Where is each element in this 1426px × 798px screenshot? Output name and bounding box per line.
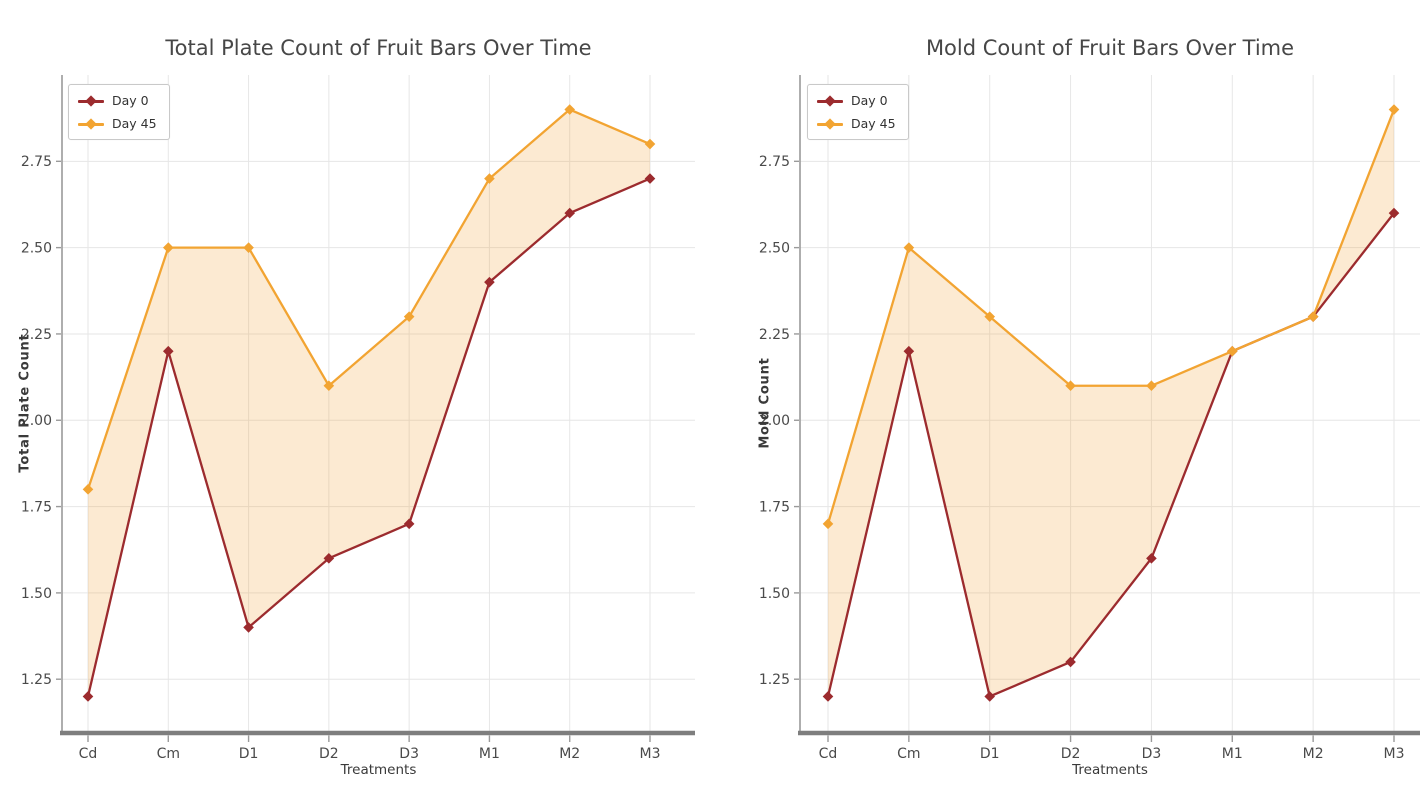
legend-item-day-0: Day 0 (817, 93, 896, 108)
fill-between-band (88, 109, 650, 697)
data-point-day-45-Cd (822, 518, 834, 530)
data-point-day-45-M1 (484, 173, 495, 184)
data-point-day-45-M1 (1226, 345, 1238, 357)
x-tick-label-D3: D3 (399, 746, 419, 762)
x-axis-label: Treatments (1072, 762, 1148, 778)
data-point-day-45-D1 (243, 242, 254, 253)
y-tick-label: 2.75 (21, 154, 52, 170)
y-tick-label: 1.25 (759, 672, 790, 688)
y-tick-label: 2.25 (759, 327, 790, 343)
legend-item-day-0: Day 0 (78, 93, 157, 108)
y-tick-label: 1.25 (21, 672, 52, 688)
x-axis-label: Treatments (340, 762, 417, 778)
chart-total-plate-count: 1.25 1.50 1.75 2.00 2.25 2.50 2.75 Cd Cm D1 D2 D3 M1… (17, 36, 695, 778)
legend: Day 0 Day 45 (68, 84, 170, 140)
data-point-day-45-Cd (82, 484, 94, 495)
data-point-day-0-D3 (403, 518, 415, 530)
legend-label-day-0: Day 0 (851, 93, 888, 108)
data-point-day-0-Cm (903, 345, 915, 357)
x-tick-label-M2: M2 (559, 746, 580, 762)
data-point-day-45-Cm (162, 242, 174, 253)
x-tick-label-M3: M3 (1384, 746, 1405, 762)
fill-between-band (828, 109, 1394, 697)
y-tick-label: 1.50 (759, 586, 790, 602)
series-line-day-45 (86, 108, 652, 491)
y-tick-label: 1.75 (759, 499, 790, 515)
data-point-day-45-D1 (984, 311, 996, 322)
data-point-day-45-M2 (1307, 311, 1319, 322)
legend: Day 0 Day 45 (807, 84, 909, 140)
y-axis-label: Total Plate Count (17, 333, 33, 473)
x-tick-label-Cm: Cm (157, 746, 180, 762)
x-tick-label-M3: M3 (640, 746, 661, 762)
day-45-line-marker-icon (817, 117, 843, 130)
y-tick-label: 2.25 (21, 327, 52, 343)
legend-label-day-45: Day 45 (851, 116, 896, 131)
x-tick-label-D2: D2 (1061, 746, 1081, 762)
chart-title: Mold Count of Fruit Bars Over Time (925, 36, 1295, 60)
legend-label-day-45: Day 45 (112, 116, 157, 131)
data-point-day-45-D2 (323, 380, 335, 392)
x-tick-label-D1: D1 (239, 746, 259, 762)
data-point-day-45-M3 (1388, 104, 1400, 115)
series-line-day-0 (86, 177, 652, 698)
x-tick-label-M2: M2 (1303, 746, 1324, 762)
series-line-day-45 (826, 108, 1396, 525)
day-45-line-marker-icon (78, 117, 104, 130)
x-tick-label-D2: D2 (319, 746, 339, 762)
plot-total-plate-count: 1.25 1.50 1.75 2.00 2.25 2.50 2.75 Cd Cm D1 D2 D3 M1… (21, 75, 695, 762)
x-tick-label-M1: M1 (479, 746, 500, 762)
x-tick-label-Cm: Cm (897, 746, 920, 762)
data-point-day-0-D2 (323, 553, 335, 564)
data-point-day-45-M2 (564, 104, 576, 115)
data-point-day-0-D3 (1146, 553, 1157, 564)
y-tick-label: 1.50 (21, 586, 52, 602)
data-point-day-45-D3 (1146, 380, 1157, 392)
y-tick-label: 2.50 (21, 241, 52, 257)
x-tick-label-M1: M1 (1222, 746, 1243, 762)
data-point-day-0-Cd (82, 691, 94, 702)
y-tick-label: 2.00 (21, 413, 52, 429)
chart-mold-count: 1.25 1.50 1.75 2.00 2.25 2.50 2.75 Cd Cm D1 D2 D3 M1… (713, 0, 1426, 798)
data-point-day-45-D3 (403, 311, 415, 322)
x-tick-label-Cd: Cd (819, 746, 838, 762)
x-tick-label-Cd: Cd (79, 746, 98, 762)
data-point-day-45-M3 (644, 138, 656, 150)
data-point-day-0-M3 (644, 173, 656, 184)
legend-label-day-0: Day 0 (112, 93, 149, 108)
data-point-day-0-D2 (1065, 656, 1076, 668)
data-point-day-45-Cm (903, 242, 915, 253)
data-point-day-0-Cm (162, 345, 174, 357)
data-point-day-0-Cd (822, 691, 834, 702)
chart-title: Total Plate Count of Fruit Bars Over Tim… (165, 36, 592, 60)
y-tick-label: 2.50 (759, 241, 790, 257)
y-tick-label: 2.00 (759, 413, 790, 429)
day-0-line-marker-icon (817, 94, 843, 107)
y-tick-label: 2.75 (759, 154, 790, 170)
legend-item-day-45: Day 45 (817, 116, 896, 131)
x-tick-label-D1: D1 (980, 746, 1000, 762)
day-0-line-marker-icon (78, 94, 104, 107)
data-point-day-0-D1 (243, 622, 254, 633)
data-point-day-0-M3 (1388, 207, 1400, 219)
data-point-day-0-M1 (484, 276, 495, 288)
data-point-day-45-D2 (1065, 380, 1076, 392)
y-axis-label: Mold Count (757, 357, 773, 449)
legend-item-day-45: Day 45 (78, 116, 157, 131)
x-tick-label-D3: D3 (1142, 746, 1162, 762)
plot-mold-count: 1.25 1.50 1.75 2.00 2.25 2.50 2.75 Cd Cm D1 D2 D3 M1… (759, 75, 1420, 762)
data-point-day-0-M2 (564, 207, 576, 219)
y-tick-label: 1.75 (21, 499, 52, 515)
data-point-day-0-D1 (984, 691, 996, 702)
